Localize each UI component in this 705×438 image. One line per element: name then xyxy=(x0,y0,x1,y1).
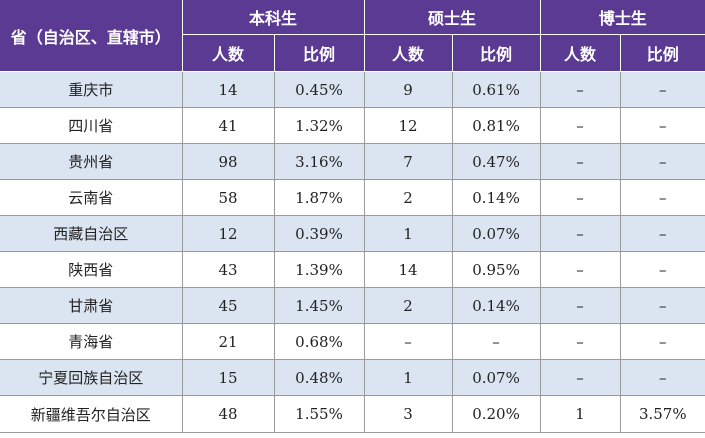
master-count-cell: 1 xyxy=(364,359,453,396)
undergraduate-count-cell: 98 xyxy=(182,143,275,180)
table-row: 西藏自治区 12 0.39% 1 0.07% – – xyxy=(0,215,705,252)
master-ratio-cell: 0.20% xyxy=(452,395,541,433)
undergraduate-ratio-cell: 0.48% xyxy=(274,359,365,396)
undergraduate-ratio-cell: 1.55% xyxy=(274,395,365,433)
province-cell: 陕西省 xyxy=(0,251,183,288)
master-ratio-cell: 0.07% xyxy=(452,215,541,252)
undergraduate-count-cell: 48 xyxy=(182,395,275,433)
doctoral-count-cell: 1 xyxy=(540,395,621,433)
undergraduate-ratio-cell: 0.68% xyxy=(274,323,365,360)
table-row: 宁夏回族自治区 15 0.48% 1 0.07% – – xyxy=(0,359,705,396)
province-column-header: 省（自治区、直辖市） xyxy=(0,0,183,72)
doctoral-ratio-cell: – xyxy=(620,107,705,144)
doctoral-count-cell: – xyxy=(540,323,621,360)
doctoral-count-cell: – xyxy=(540,179,621,216)
doctoral-ratio-cell: – xyxy=(620,323,705,360)
province-cell: 西藏自治区 xyxy=(0,215,183,252)
province-cell: 重庆市 xyxy=(0,71,183,108)
doctoral-count-cell: – xyxy=(540,215,621,252)
doctoral-ratio-cell: – xyxy=(620,251,705,288)
master-ratio-cell: 0.95% xyxy=(452,251,541,288)
undergraduate-count-cell: 21 xyxy=(182,323,275,360)
undergraduate-count-cell: 41 xyxy=(182,107,275,144)
undergraduate-ratio-cell: 0.39% xyxy=(274,215,365,252)
undergraduate-count-cell: 43 xyxy=(182,251,275,288)
doctoral-count-cell: – xyxy=(540,251,621,288)
master-count-header: 人数 xyxy=(364,34,453,72)
undergraduate-count-cell: 12 xyxy=(182,215,275,252)
master-count-cell: 3 xyxy=(364,395,453,433)
master-count-cell: 2 xyxy=(364,179,453,216)
doctoral-count-cell: – xyxy=(540,71,621,108)
master-ratio-header: 比例 xyxy=(452,34,541,72)
table-body: 重庆市 14 0.45% 9 0.61% – – 四川省 41 1.32% 12 0.81% – – 贵州省… xyxy=(0,71,705,433)
doctoral-count-cell: – xyxy=(540,143,621,180)
undergraduate-ratio-cell: 0.45% xyxy=(274,71,365,108)
master-ratio-cell: 0.14% xyxy=(452,287,541,324)
master-ratio-cell: 0.07% xyxy=(452,359,541,396)
undergraduate-ratio-cell: 3.16% xyxy=(274,143,365,180)
master-ratio-cell: 0.81% xyxy=(452,107,541,144)
master-count-cell: 9 xyxy=(364,71,453,108)
table-header: 省（自治区、直辖市） 本科生 硕士生 博士生 人数 比例 人数 比例 人数 比例 xyxy=(0,0,705,72)
doctoral-ratio-cell: – xyxy=(620,359,705,396)
undergraduate-count-cell: 58 xyxy=(182,179,275,216)
undergraduate-ratio-cell: 1.45% xyxy=(274,287,365,324)
master-count-cell: 1 xyxy=(364,215,453,252)
province-cell: 甘肃省 xyxy=(0,287,183,324)
province-cell: 贵州省 xyxy=(0,143,183,180)
master-count-cell: 12 xyxy=(364,107,453,144)
master-count-cell: 7 xyxy=(364,143,453,180)
table-row: 青海省 21 0.68% – – – – xyxy=(0,323,705,360)
province-cell: 四川省 xyxy=(0,107,183,144)
doctoral-count-header: 人数 xyxy=(540,34,621,72)
master-count-cell: – xyxy=(364,323,453,360)
undergraduate-ratio-header: 比例 xyxy=(274,34,365,72)
table-row: 云南省 58 1.87% 2 0.14% – – xyxy=(0,179,705,216)
undergraduate-ratio-cell: 1.32% xyxy=(274,107,365,144)
undergraduate-count-header: 人数 xyxy=(182,34,275,72)
doctoral-count-cell: – xyxy=(540,107,621,144)
doctoral-count-cell: – xyxy=(540,287,621,324)
province-cell: 新疆维吾尔自治区 xyxy=(0,395,183,433)
doctoral-ratio-cell: – xyxy=(620,215,705,252)
table-row: 甘肃省 45 1.45% 2 0.14% – – xyxy=(0,287,705,324)
undergraduate-count-cell: 14 xyxy=(182,71,275,108)
province-cell: 青海省 xyxy=(0,323,183,360)
undergraduate-ratio-cell: 1.39% xyxy=(274,251,365,288)
master-group-header: 硕士生 xyxy=(364,0,541,35)
undergraduate-count-cell: 15 xyxy=(182,359,275,396)
undergraduate-ratio-cell: 1.87% xyxy=(274,179,365,216)
master-ratio-cell: 0.14% xyxy=(452,179,541,216)
doctoral-ratio-header: 比例 xyxy=(620,34,705,72)
table-row: 四川省 41 1.32% 12 0.81% – – xyxy=(0,107,705,144)
province-cell: 宁夏回族自治区 xyxy=(0,359,183,396)
doctoral-ratio-cell: – xyxy=(620,179,705,216)
table-row: 陕西省 43 1.39% 14 0.95% – – xyxy=(0,251,705,288)
doctoral-count-cell: – xyxy=(540,359,621,396)
master-ratio-cell: – xyxy=(452,323,541,360)
table-row: 新疆维吾尔自治区 48 1.55% 3 0.20% 1 3.57% xyxy=(0,395,705,433)
province-cell: 云南省 xyxy=(0,179,183,216)
undergraduate-group-header: 本科生 xyxy=(182,0,365,35)
master-count-cell: 2 xyxy=(364,287,453,324)
table-row: 贵州省 98 3.16% 7 0.47% – – xyxy=(0,143,705,180)
master-ratio-cell: 0.61% xyxy=(452,71,541,108)
doctoral-ratio-cell: – xyxy=(620,71,705,108)
table-row: 重庆市 14 0.45% 9 0.61% – – xyxy=(0,71,705,108)
doctoral-group-header: 博士生 xyxy=(540,0,705,35)
doctoral-ratio-cell: 3.57% xyxy=(620,395,705,433)
undergraduate-count-cell: 45 xyxy=(182,287,275,324)
doctoral-ratio-cell: – xyxy=(620,287,705,324)
master-count-cell: 14 xyxy=(364,251,453,288)
doctoral-ratio-cell: – xyxy=(620,143,705,180)
master-ratio-cell: 0.47% xyxy=(452,143,541,180)
